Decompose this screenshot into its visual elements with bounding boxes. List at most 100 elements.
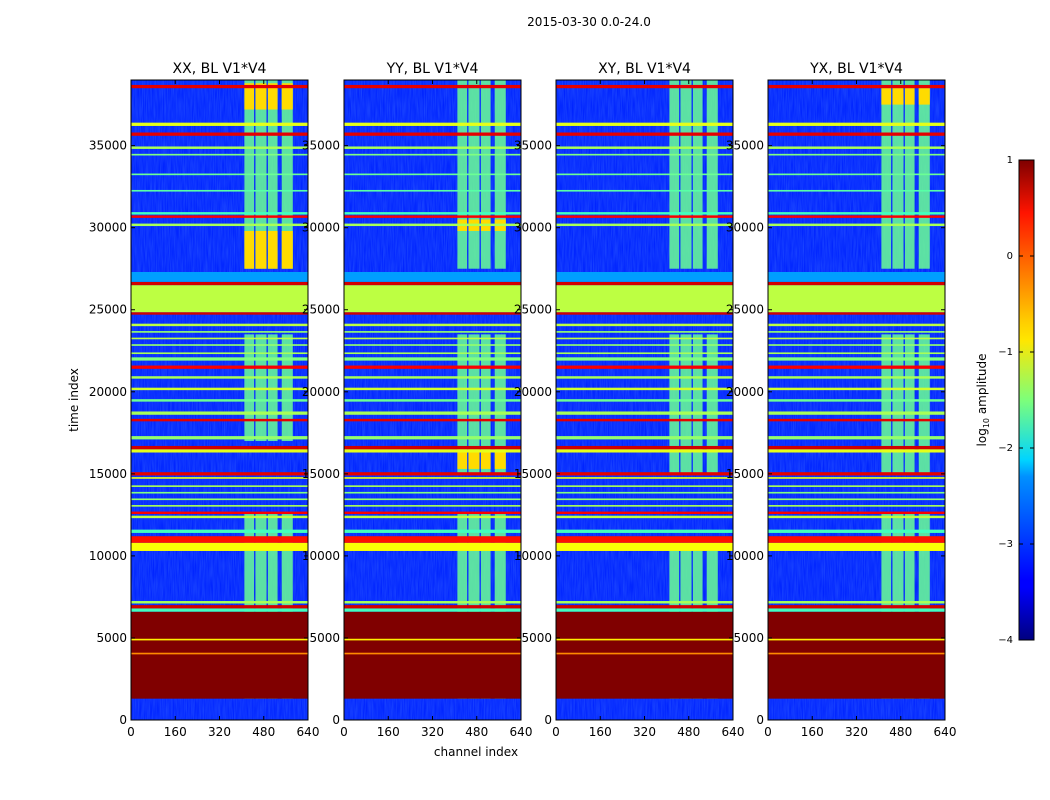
time-stripe [344,652,521,655]
y-tick-label: 15000 [514,467,552,481]
time-stripe [768,281,945,286]
time-stripe [768,212,945,215]
colorbar-tick-label: −1 [998,347,1013,358]
time-stripe [131,189,308,192]
colorbar-ticks: −4 −3 −2 −1 0 1 [998,155,1034,646]
time-stripe [131,146,308,149]
time-stripe [131,608,308,612]
y-tick-label: 15000 [302,467,340,481]
x-tick-label: 640 [510,725,533,739]
time-stripe [768,411,945,415]
channel-band [494,513,506,543]
time-stripe [344,477,521,479]
colorbar-label-main: log [975,428,989,446]
time-stripe [768,387,945,391]
y-tick-label: 0 [544,713,552,727]
time-stripe [768,189,945,192]
time-stripe [131,418,308,422]
y-tick-label: 5000 [309,631,340,645]
time-stripe [344,536,521,543]
time-stripe [344,445,521,450]
time-stripe [344,223,521,227]
time-stripe [556,223,733,227]
y-tick-label: 30000 [514,221,552,235]
time-stripe [344,485,521,487]
channel-band-strong [281,230,293,269]
time-stripe [131,511,308,515]
channel-band-strong [892,88,904,105]
time-stripe [131,352,308,355]
time-stripe [768,638,945,641]
colorbar-label-sub: 10 [982,418,991,428]
y-tick-label: 25000 [89,303,127,317]
time-stripe [131,515,308,519]
time-stripe [768,285,945,313]
time-stripe [131,611,308,699]
time-stripe [556,387,733,391]
time-stripe [556,344,733,346]
channel-band-strong [480,450,491,469]
time-stripe [556,445,733,450]
time-stripe [768,511,945,515]
channel-band [669,334,680,474]
time-stripe [556,285,733,313]
time-stripe [344,449,521,453]
heatmap-panel-1 [131,80,308,720]
time-stripe [556,376,733,379]
y-tick-label: 30000 [726,221,764,235]
channel-band [881,334,892,474]
channel-band [904,513,915,543]
time-stripe [768,542,945,551]
channel-band-strong [494,450,506,469]
x-tick-label: 480 [465,725,488,739]
y-tick-label: 10000 [514,549,552,563]
time-stripe [768,515,945,519]
channel-band [494,334,506,474]
y-tick-label: 35000 [514,139,552,153]
time-stripe [131,505,308,507]
time-stripe [768,477,945,479]
time-stripe [556,485,733,487]
time-stripe [131,223,308,227]
heatmap-panel-4 [768,80,945,720]
time-stripe [344,173,521,176]
time-stripe [768,472,945,476]
time-stripe [344,511,521,515]
channel-band-strong [267,83,278,110]
channel-band-strong [255,83,267,110]
time-stripe [131,652,308,655]
channel-band-strong [457,450,468,469]
time-stripe [768,536,945,543]
time-stripe [768,153,945,156]
time-stripe [131,215,308,218]
y-tick-label: 20000 [514,385,552,399]
x-tick-label: 160 [589,725,612,739]
y-axis-label: time index [67,368,81,432]
colorbar-tick-label: 1 [1007,155,1013,166]
y-tick-label: 0 [756,713,764,727]
time-stripe [556,611,733,699]
time-stripe [556,505,733,507]
time-stripe [344,344,521,346]
y-tick-label: 15000 [726,467,764,481]
time-stripe [556,515,733,519]
time-stripe [768,122,945,126]
time-stripe [344,491,521,494]
time-stripe [131,84,308,89]
time-stripe [131,212,308,215]
time-stripe [556,337,733,340]
time-stripe [556,132,733,136]
x-tick-label: 0 [340,725,348,739]
time-stripe [344,189,521,192]
time-stripe [556,436,733,440]
time-stripe [768,223,945,227]
time-stripe [131,399,308,402]
time-stripe [556,491,733,494]
time-stripe [768,352,945,355]
channel-band-strong [244,230,255,269]
x-tick-label: 0 [764,725,772,739]
time-stripe [556,511,733,515]
y-tick-label: 35000 [302,139,340,153]
time-stripe [131,601,308,604]
